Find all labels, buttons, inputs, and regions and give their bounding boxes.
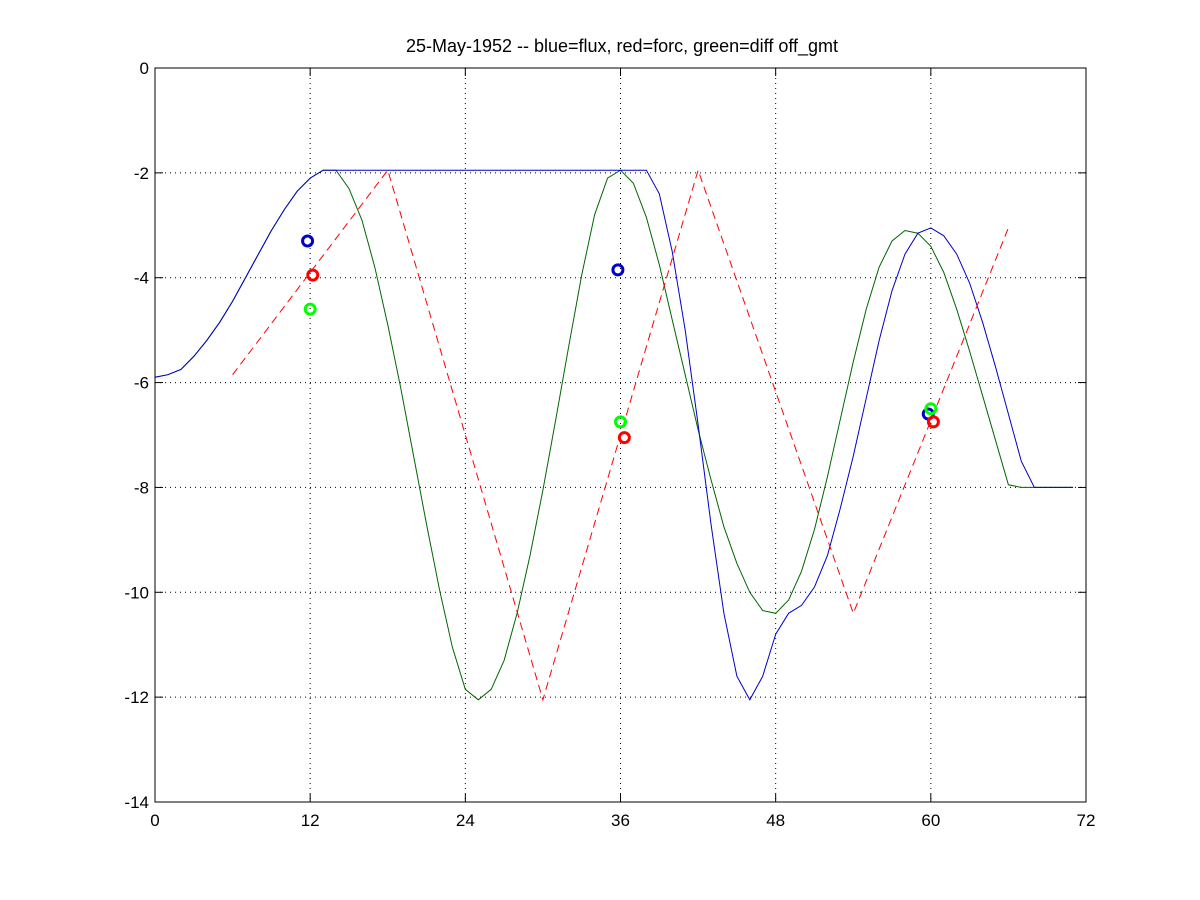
x-tick-label: 12 [301,811,320,830]
data-marker [303,302,317,316]
axis-ticks: 0 12 24 36 48 60 72 0 -2 -4 -6 -8 -10 -12 -14 [124,59,1095,830]
chart-title: 25-May-1952 -- blue=flux, red=forc, gree… [406,36,838,57]
grid-lines [155,68,1086,802]
data-marker [306,268,320,282]
data-marker [617,431,631,445]
data-marker [926,415,940,429]
x-tick-label: 0 [150,811,159,830]
y-tick-label: -6 [134,374,149,393]
data-markers [301,234,940,445]
x-tick-label: 24 [456,811,475,830]
x-tick-label: 72 [1077,811,1096,830]
series-line-0 [154,169,1074,701]
y-tick-label: 0 [140,59,149,78]
series-lines [154,168,1074,702]
series-line-1 [154,169,1074,701]
y-tick-label: -10 [124,583,149,602]
y-tick-label: -4 [134,269,149,288]
y-tick-label: -14 [124,793,149,812]
y-tick-label: -8 [134,478,149,497]
data-marker [614,415,627,429]
y-tick-label: -12 [124,688,149,707]
data-marker [924,402,938,416]
x-tick-label: 48 [766,811,785,830]
y-tick-label: -2 [134,164,149,183]
x-tick-label: 60 [921,811,940,830]
data-marker [301,234,315,248]
x-tick-label: 36 [611,811,630,830]
data-marker [611,263,625,277]
